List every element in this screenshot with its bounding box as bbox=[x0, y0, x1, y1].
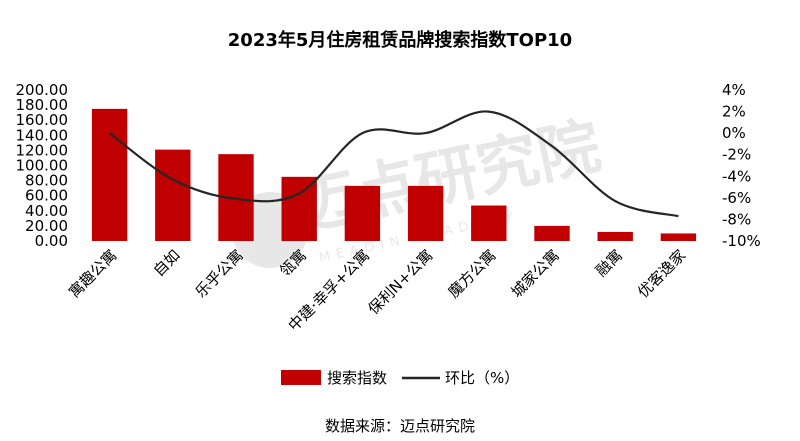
line-series bbox=[108, 110, 679, 218]
bar bbox=[281, 176, 317, 241]
y-left-tick-label: 180.00 bbox=[16, 96, 69, 114]
y-right-tick-label: -8% bbox=[722, 210, 751, 228]
y-right-tick-label: -10% bbox=[722, 232, 761, 250]
y-left-tick-label: 160.00 bbox=[16, 111, 69, 129]
category-label: 融寓 bbox=[592, 246, 626, 280]
y-right-tick-label: 0% bbox=[722, 124, 746, 142]
y-right-tick-label: 4% bbox=[722, 81, 746, 99]
y-right-axis: -10% -8% -6% -4% -2% 0% 2% 4% bbox=[722, 81, 761, 250]
y-right-tick-label: -2% bbox=[722, 146, 751, 164]
y-left-tick-label: 100.00 bbox=[16, 157, 69, 175]
line-path bbox=[108, 110, 679, 218]
bar bbox=[344, 185, 381, 241]
category-label: 城家公寓 bbox=[508, 246, 563, 301]
y-left-tick-label: 60.00 bbox=[25, 187, 68, 205]
chart-title: 2023年5月住房租赁品牌搜索指数TOP10 bbox=[228, 29, 572, 51]
y-left-tick-label: 200.00 bbox=[16, 81, 69, 99]
y-left-tick-label: 140.00 bbox=[16, 126, 69, 144]
bar bbox=[660, 233, 697, 241]
y-right-tick-label: 2% bbox=[722, 103, 746, 121]
bar bbox=[155, 149, 191, 241]
y-right-tick-label: -4% bbox=[722, 167, 751, 185]
bar bbox=[471, 205, 507, 241]
y-left-tick-label: 40.00 bbox=[25, 202, 68, 220]
bar-series bbox=[91, 108, 697, 241]
category-label: 优客逸家 bbox=[634, 246, 689, 301]
category-label: 乐乎公寓 bbox=[192, 246, 247, 301]
y-left-tick-label: 20.00 bbox=[25, 217, 68, 235]
legend-label-line: 环比（%） bbox=[445, 369, 519, 387]
bar bbox=[534, 225, 570, 241]
legend-swatch-bar bbox=[281, 370, 321, 385]
y-left-tick-label: 0.00 bbox=[35, 232, 68, 250]
category-label: 魔方公寓 bbox=[444, 246, 499, 301]
bar bbox=[597, 231, 633, 241]
category-label: 保利N+公寓 bbox=[364, 246, 436, 318]
bar bbox=[91, 108, 128, 241]
source-note: 数据来源：迈点研究院 bbox=[325, 417, 475, 435]
y-right-tick-label: -6% bbox=[722, 189, 751, 207]
category-label: 寓趣公寓 bbox=[65, 246, 120, 301]
y-left-axis: 0.0020.0040.0060.0080.00100.00120.00140.… bbox=[16, 81, 69, 250]
legend: 搜索指数 环比（%） bbox=[281, 369, 519, 387]
category-label: 自如 bbox=[150, 246, 184, 280]
bar bbox=[407, 185, 444, 241]
y-left-tick-label: 80.00 bbox=[25, 172, 68, 190]
y-left-tick-label: 120.00 bbox=[16, 141, 69, 159]
legend-label-bar: 搜索指数 bbox=[327, 369, 387, 387]
